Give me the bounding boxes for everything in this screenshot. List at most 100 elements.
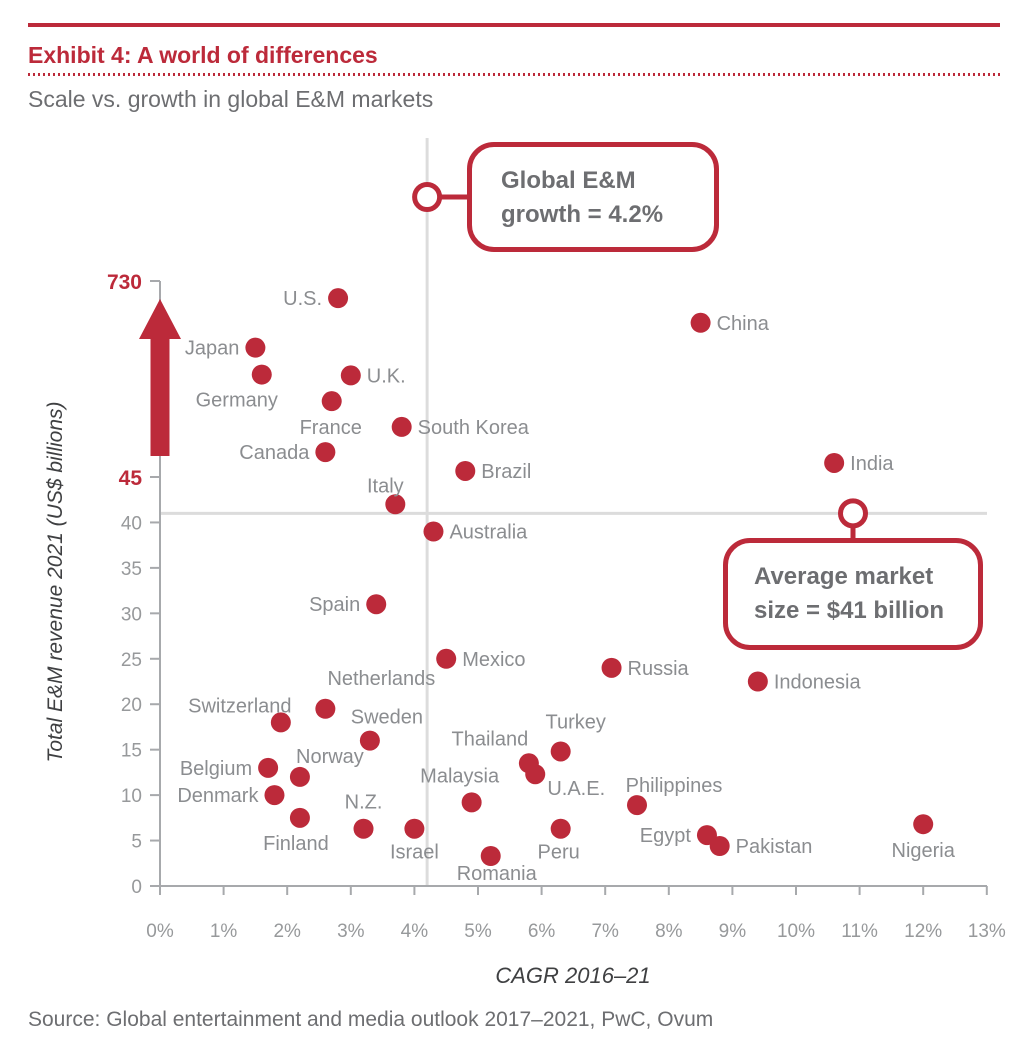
point-label-india: India	[850, 453, 894, 475]
point-label-russia: Russia	[628, 658, 690, 680]
point-label-brazil: Brazil	[481, 461, 531, 483]
callout-connectors	[412, 182, 868, 540]
point-philippines	[627, 795, 647, 816]
point-u-a-e	[525, 764, 546, 785]
point-south-korea	[391, 416, 412, 437]
y-tick-label-730: 730	[107, 271, 142, 294]
point-pakistan	[709, 836, 730, 857]
x-tick-label-11: 11%	[841, 921, 878, 942]
callout-average-market-size-line1: Average market	[754, 563, 934, 590]
point-label-peru: Peru	[538, 842, 580, 864]
point-label-switzerland: Switzerland	[188, 695, 291, 717]
y-tick-label-5: 5	[131, 832, 142, 853]
x-tick-label-9: 9%	[719, 921, 747, 942]
y-tick-label-45: 45	[119, 467, 143, 490]
point-label-thailand: Thailand	[452, 728, 529, 750]
y-axis-title: Total E&M revenue 2021 (US$ billions)	[44, 401, 67, 762]
source-note: Source: Global entertainment and media o…	[28, 1008, 714, 1031]
point-norway	[289, 766, 310, 787]
point-label-france: France	[300, 417, 362, 439]
point-australia	[423, 521, 444, 542]
point-label-australia: Australia	[449, 522, 528, 544]
point-label-finland: Finland	[263, 833, 329, 855]
x-tick-label-0: 0%	[146, 921, 174, 942]
point-denmark	[264, 785, 285, 806]
point-u-s	[328, 288, 349, 309]
x-axis-title: CAGR 2016–21	[495, 963, 650, 988]
point-label-malaysia: Malaysia	[420, 765, 500, 787]
x-tick-label-13: 13%	[968, 921, 1006, 942]
point-japan	[245, 337, 266, 358]
point-brazil	[455, 460, 476, 481]
y-tick-label-10: 10	[121, 786, 142, 807]
point-label-nigeria: Nigeria	[892, 840, 956, 862]
growth-callout-connector-ring	[412, 182, 443, 212]
point-china	[690, 312, 711, 333]
point-finland	[289, 807, 310, 828]
point-label-denmark: Denmark	[177, 785, 259, 807]
point-nigeria	[913, 814, 934, 835]
point-label-pakistan: Pakistan	[736, 836, 813, 858]
callout-global-growth-line1: Global E&M	[501, 167, 636, 194]
point-france	[321, 391, 342, 412]
callout-average-market-size: Average market size = $41 billion	[723, 538, 983, 650]
x-tick-label-2: 2%	[273, 921, 301, 942]
point-spain	[366, 594, 387, 615]
point-label-south-korea: South Korea	[418, 417, 530, 439]
point-label-japan: Japan	[185, 338, 240, 360]
x-tick-label-7: 7%	[591, 921, 619, 942]
point-label-turkey: Turkey	[545, 711, 605, 733]
point-label-indonesia: Indonesia	[774, 671, 862, 693]
axis-break-arrow	[139, 299, 181, 456]
point-label-canada: Canada	[239, 442, 310, 464]
top-rule	[28, 23, 1000, 27]
x-tick-label-12: 12%	[904, 921, 942, 942]
x-tick-label-8: 8%	[655, 921, 683, 942]
point-indonesia	[747, 671, 768, 692]
point-label-belgium: Belgium	[180, 758, 252, 780]
point-romania	[480, 846, 501, 867]
point-label-romania: Romania	[457, 863, 538, 885]
y-tick-label-30: 30	[121, 604, 142, 625]
point-netherlands	[315, 698, 336, 719]
point-turkey	[550, 741, 571, 762]
x-tick-label-4: 4%	[401, 921, 429, 942]
point-label-mexico: Mexico	[462, 649, 525, 671]
y-tick-label-40: 40	[121, 513, 142, 534]
point-germany	[251, 364, 272, 385]
callout-global-growth-line2: growth = 4.2%	[501, 201, 664, 228]
x-tick-label-10: 10%	[777, 921, 815, 942]
point-sweden	[359, 730, 380, 751]
point-peru	[550, 818, 571, 839]
point-label-italy: Italy	[367, 475, 404, 497]
axis-ticks: 0 5 10 15 20 25 30 35 40 45 730 0% 1% 2% 3% 4% 5% 6% 7% 8% 9…	[107, 271, 1006, 942]
point-n-z	[353, 818, 374, 839]
point-label-egypt: Egypt	[640, 825, 692, 847]
data-points: U.S. Japan Germany U.K. France South Korea Can…	[177, 288, 956, 885]
point-label-u-k: U.K.	[367, 365, 406, 387]
point-label-netherlands: Netherlands	[327, 668, 435, 690]
point-india	[824, 452, 845, 473]
point-label-norway: Norway	[296, 746, 364, 768]
point-belgium	[258, 757, 279, 778]
point-label-spain: Spain	[309, 594, 360, 616]
avg-size-callout-connector-ring	[838, 498, 868, 529]
y-tick-label-35: 35	[121, 559, 142, 580]
point-label-u-a-e: U.A.E.	[547, 778, 605, 800]
point-label-china: China	[717, 313, 770, 335]
y-tick-label-0: 0	[131, 877, 142, 898]
point-russia	[601, 657, 622, 678]
y-tick-label-25: 25	[121, 650, 142, 671]
y-tick-label-20: 20	[121, 695, 142, 716]
point-label-israel: Israel	[390, 842, 439, 864]
point-italy	[385, 494, 406, 515]
x-tick-label-5: 5%	[464, 921, 492, 942]
point-malaysia	[461, 792, 482, 813]
arrow-up-icon	[139, 299, 181, 456]
callout-average-market-size-line2: size = $41 billion	[754, 597, 945, 624]
dotted-rule	[28, 73, 1000, 76]
point-label-philippines: Philippines	[626, 775, 723, 797]
point-mexico	[436, 648, 457, 669]
